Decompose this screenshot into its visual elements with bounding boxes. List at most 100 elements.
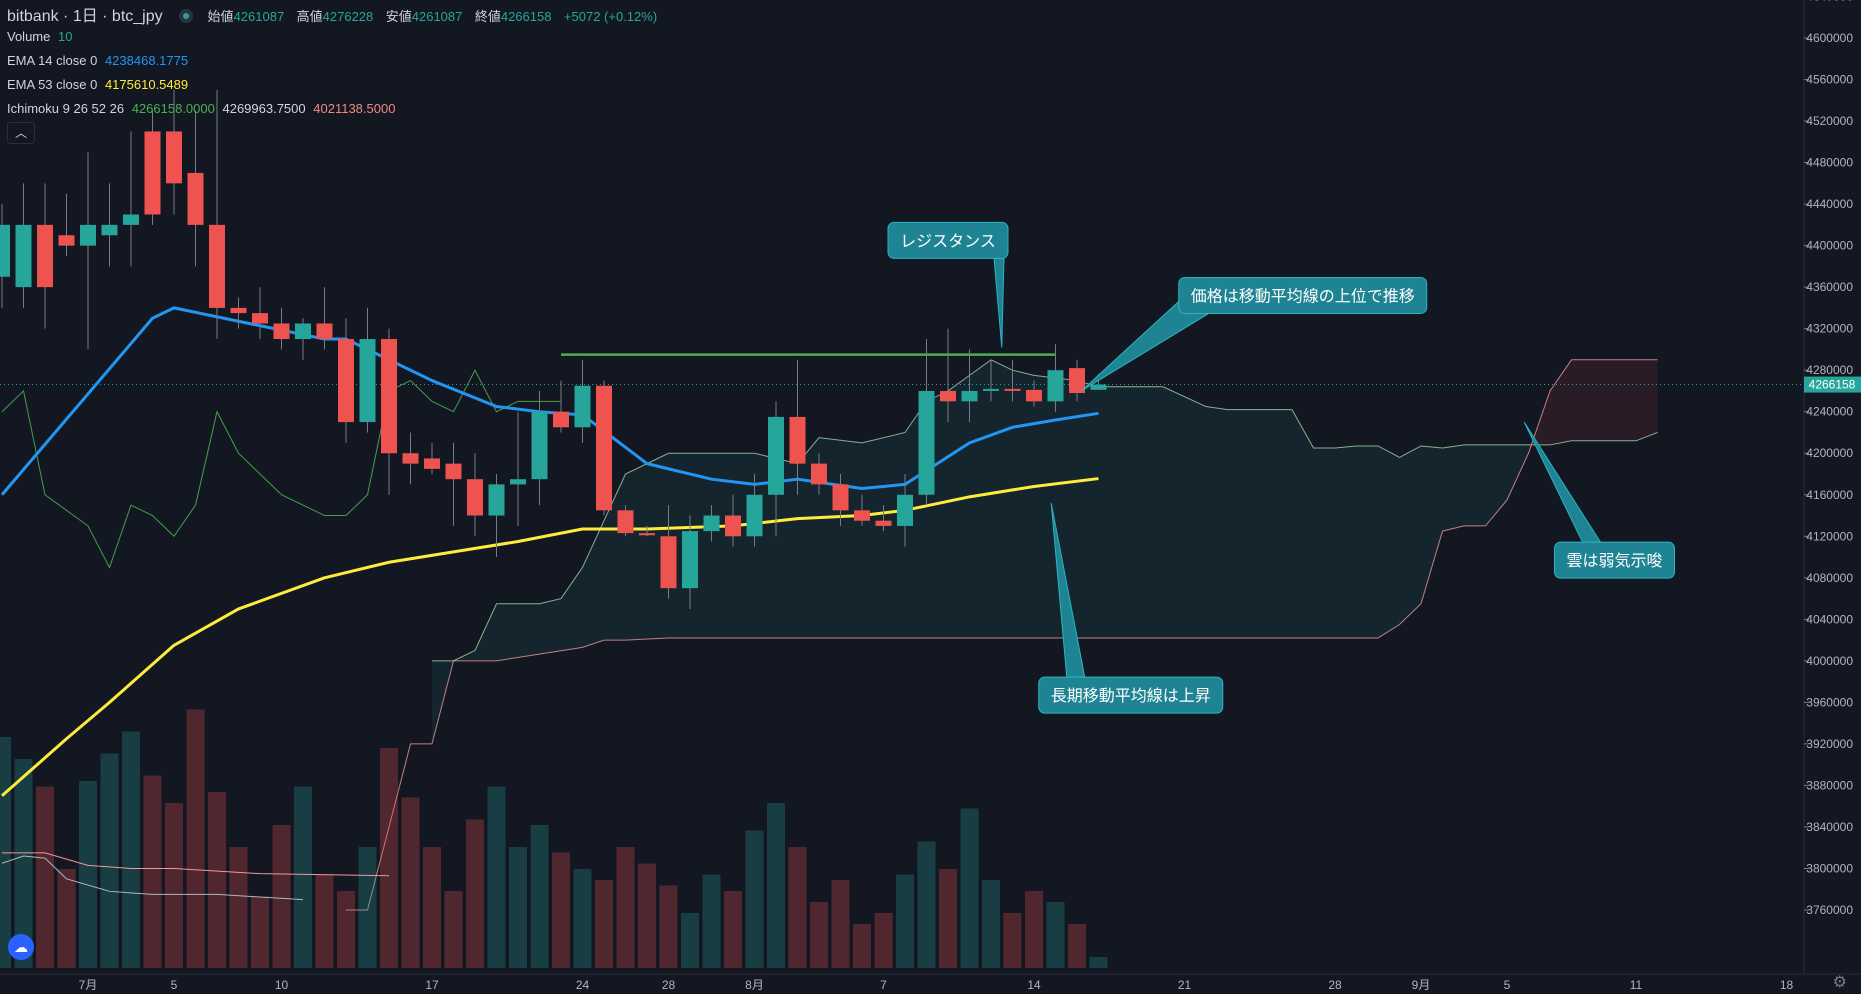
cloud-segment [561, 590, 567, 651]
cloud-segment [1351, 445, 1357, 639]
cloud-segment [792, 462, 798, 639]
cloud-segment [749, 453, 755, 639]
candle-body [144, 131, 161, 215]
senkou-span-b-line [346, 359, 1658, 911]
ema53-value: 4175610.5489 [104, 77, 189, 92]
cloud-segment [840, 440, 846, 639]
cloud-segment [1308, 438, 1314, 639]
volume-bar [853, 924, 871, 968]
volume-bar [122, 731, 140, 968]
cloud-segment [1292, 409, 1298, 639]
candle-body [746, 494, 763, 537]
cloud-segment [582, 555, 588, 648]
cloud-segment [1630, 359, 1636, 441]
candle-body [940, 390, 956, 402]
annotation-callout[interactable]: 価格は移動平均線の上位で推移 [1080, 276, 1428, 392]
y-tick-label: 4480000 [1806, 156, 1853, 170]
cloud-segment [512, 603, 518, 659]
cloud-segment [888, 435, 895, 639]
candle-body [596, 385, 612, 511]
candle-body [1090, 384, 1107, 390]
volume-bar [681, 913, 699, 968]
volume-bar [1068, 924, 1086, 968]
cloud-segment [1431, 447, 1438, 568]
cloud-segment [835, 439, 841, 639]
cloud-segment [1474, 444, 1481, 526]
candle-body [467, 479, 483, 516]
cloud-segment [534, 603, 540, 655]
volume-bar [530, 825, 549, 968]
cloud-segment [1034, 375, 1040, 639]
cloud-segment [743, 453, 750, 639]
volume-bar [401, 797, 420, 968]
callout-box [1038, 676, 1224, 714]
cloud-segment [1555, 375, 1561, 444]
x-tick-label: 8月 [745, 978, 764, 992]
y-tick-label: 3960000 [1806, 695, 1853, 709]
cloud-segment [598, 520, 604, 642]
cloud-segment [1335, 447, 1341, 639]
annotation-callout[interactable]: レジスタンス [887, 221, 1009, 348]
candle-body [789, 416, 806, 464]
cloud-segment [1421, 445, 1427, 604]
y-tick-label: 3840000 [1806, 820, 1853, 834]
x-tick-label: 18 [1780, 978, 1794, 992]
chikou-span-line [1, 369, 561, 569]
cloud-segment [442, 660, 449, 703]
candle-body [123, 214, 139, 225]
cloud-segment [1044, 376, 1051, 639]
cloud-segment [695, 453, 701, 639]
chevron-up-icon[interactable]: ︿ [7, 122, 35, 144]
candle-body [832, 484, 849, 511]
candle-body [918, 390, 935, 495]
cloud-segment [523, 603, 529, 657]
volume-bar [595, 880, 613, 968]
tradingview-logo-icon[interactable]: ☁ [8, 934, 34, 960]
volume-bar [57, 869, 76, 968]
cloud-segment [1485, 444, 1491, 526]
cloud-segment [716, 453, 723, 639]
ichimoku-legend[interactable]: Ichimoku 9 26 52 26 4266158.0000 4269963… [7, 101, 399, 116]
y-tick-label: 4440000 [1806, 197, 1853, 211]
cloud-segment [458, 655, 465, 661]
x-tick-label: 7月 [79, 978, 98, 992]
candle-body [316, 323, 333, 340]
volume-legend[interactable]: Volume 10 [7, 29, 76, 44]
candle-body [230, 307, 247, 314]
candle-body [0, 224, 10, 277]
cloud-segment [1125, 386, 1131, 639]
x-tick-label: 9月 [1412, 978, 1431, 992]
y-tick-label: 4240000 [1806, 405, 1853, 419]
cloud-segment [1646, 359, 1653, 437]
cloud-segment [1512, 444, 1518, 489]
cloud-segment [614, 485, 621, 641]
cloud-segment [1211, 407, 1217, 639]
gear-icon[interactable]: ⚙ [1832, 974, 1847, 991]
cloud-segment [1490, 444, 1497, 520]
cloud-segment [851, 441, 857, 639]
ema53-legend[interactable]: EMA 53 close 0 4175610.5489 [7, 77, 192, 92]
symbol-title[interactable]: bitbank · 1日 · btc_jpy [7, 8, 163, 25]
high-label: 高値 [296, 9, 323, 24]
volume-bar [573, 869, 592, 968]
cloud-segment [1571, 359, 1577, 441]
x-tick-label: 24 [576, 978, 590, 992]
cloud-segment [1598, 359, 1604, 441]
volume-bar [896, 874, 914, 968]
cloud-segment [636, 466, 642, 640]
ichimoku-value-1: 4266158.0000 [131, 101, 215, 116]
volume-bar [272, 825, 291, 968]
cloud-segment [1265, 409, 1271, 639]
change-value: +5072 (+0.12%) [563, 9, 658, 24]
cloud-segment [1109, 386, 1115, 639]
ema14-legend[interactable]: EMA 14 close 0 4238468.1775 [7, 53, 192, 68]
volume-bar [208, 792, 226, 968]
callout-box [1554, 541, 1675, 579]
volume-bar [1003, 913, 1022, 968]
annotation-callout[interactable]: 長期移動平均線は上昇 [1038, 502, 1224, 714]
cloud-segment [507, 603, 513, 660]
annotation-callout[interactable]: 雲は弱気示唆 [1523, 421, 1675, 579]
cloud-segment [770, 457, 776, 639]
cloud-segment [1195, 401, 1201, 639]
